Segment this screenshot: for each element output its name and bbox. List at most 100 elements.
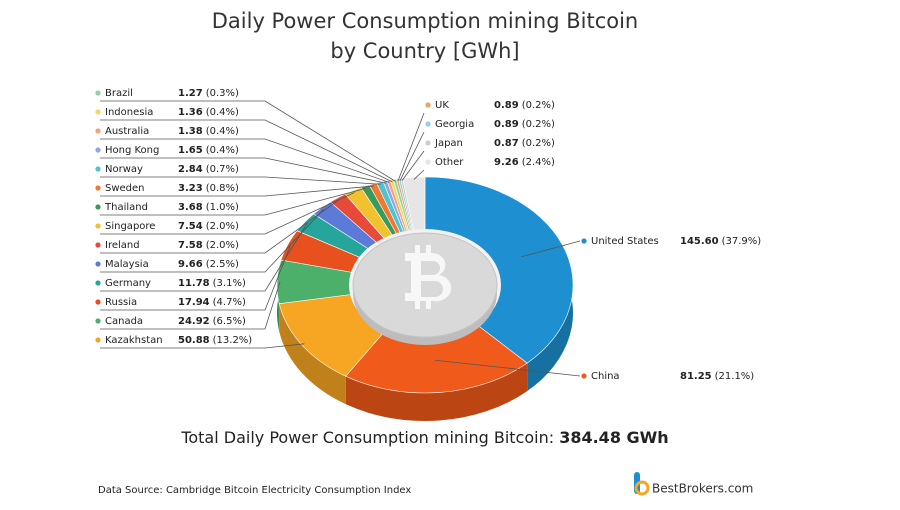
legend-dot (95, 90, 101, 96)
legend-dot (425, 159, 431, 165)
total: Total Daily Power Consumption mining Bit… (180, 428, 668, 447)
value-label: 0.87 (494, 138, 519, 149)
total-label: Total Daily Power Consumption mining Bit… (180, 428, 554, 447)
legend-dot (95, 147, 101, 153)
value-label: 1.38 (178, 126, 203, 137)
legend-dot (95, 223, 101, 229)
percent-label: (21.1%) (715, 371, 755, 382)
legend-dot (95, 299, 101, 305)
category-label: Japan (434, 138, 463, 149)
category-label: Australia (105, 126, 149, 137)
value-label: 50.88 (178, 335, 210, 346)
leader-line (401, 150, 425, 181)
value-label: 3.68 (178, 202, 203, 213)
value-label: 0.89 (494, 119, 519, 130)
legend-dot (95, 128, 101, 134)
value-label: 7.54 (178, 221, 203, 232)
leader-line (399, 131, 425, 181)
labels: United States 145.60 (37.9%) China 81.25 (21.… (95, 88, 761, 382)
percent-label: (2.4%) (522, 157, 555, 168)
value-label: 1.65 (178, 145, 203, 156)
category-label: Brazil (105, 88, 133, 99)
category-label: China (591, 371, 620, 382)
category-label: Georgia (435, 119, 474, 130)
value-label: 81.25 (680, 371, 712, 382)
pie (276, 176, 574, 422)
leader-line (100, 176, 381, 185)
leader-line (100, 100, 396, 182)
percent-label: (0.4%) (206, 107, 239, 118)
legend-dot (95, 337, 101, 343)
percent-label: (0.2%) (522, 119, 555, 130)
percent-label: (6.5%) (213, 316, 246, 327)
percent-label: (4.7%) (213, 297, 246, 308)
brand-logo (634, 472, 650, 496)
category-label: Indonesia (105, 107, 153, 118)
legend-dot (95, 242, 101, 248)
percent-label: (0.2%) (522, 100, 555, 111)
leader-line (100, 138, 390, 183)
category-label: Canada (105, 316, 143, 327)
leader-line (521, 240, 581, 258)
legend-dot (95, 261, 101, 267)
leader-line (100, 223, 308, 292)
legend-dot (425, 140, 431, 146)
coin (352, 232, 498, 338)
value-label: 3.23 (178, 183, 203, 194)
chart-subtitle: by Country [GWh] (330, 39, 519, 63)
legend-dot (425, 102, 431, 108)
category-label: Thailand (104, 202, 148, 213)
leader-line (100, 199, 340, 254)
legend-dot (95, 280, 101, 286)
legend-dot (95, 318, 101, 324)
brand: BestBrokers.com (652, 482, 753, 496)
value-label: 24.92 (178, 316, 210, 327)
leader-line (100, 208, 325, 273)
value-label: 11.78 (178, 278, 210, 289)
leader-line (100, 281, 281, 330)
leader-line (100, 185, 374, 197)
value-label: 17.94 (178, 297, 210, 308)
chart-title: Daily Power Consumption mining Bitcoin (212, 9, 639, 33)
legend-dot (95, 185, 101, 191)
legend-dot (581, 238, 587, 244)
category-label: Norway (105, 164, 143, 175)
value-label: 9.26 (494, 157, 519, 168)
leader-line (435, 359, 581, 377)
percent-label: (0.4%) (206, 126, 239, 137)
leader-line (397, 112, 425, 182)
slice-depth (279, 303, 346, 405)
category-label: Sweden (105, 183, 145, 194)
percent-label: (37.9%) (722, 236, 762, 247)
percent-label: (1.0%) (206, 202, 239, 213)
value-label: 2.84 (178, 164, 203, 175)
percent-label: (0.3%) (206, 88, 239, 99)
legend-dot (425, 121, 431, 127)
percent-label: (0.4%) (206, 145, 239, 156)
leader-line (100, 245, 291, 311)
coin-symbol (405, 245, 452, 309)
category-label: Other (435, 157, 464, 168)
percent-label: (2.5%) (206, 259, 239, 270)
leader-line (100, 119, 393, 183)
logo-ring (634, 480, 650, 496)
slice-depth (345, 363, 528, 422)
category-label: Hong Kong (105, 145, 159, 156)
category-label: UK (435, 100, 449, 111)
source: Data Source: Cambridge Bitcoin Electrici… (98, 485, 411, 496)
value-label: 7.58 (178, 240, 203, 251)
legend-dot (581, 373, 587, 379)
percent-label: (0.7%) (206, 164, 239, 175)
category-label: Malaysia (105, 259, 149, 270)
percent-label: (13.2%) (213, 335, 253, 346)
leader-line (100, 157, 386, 184)
leader-line (413, 169, 425, 180)
legend-dot (95, 204, 101, 210)
percent-label: (0.2%) (522, 138, 555, 149)
category-label: Ireland (105, 240, 140, 251)
category-label: Singapore (105, 221, 155, 232)
legend-dot (95, 166, 101, 172)
category-label: United States (591, 236, 659, 247)
value-label: 1.36 (178, 107, 203, 118)
